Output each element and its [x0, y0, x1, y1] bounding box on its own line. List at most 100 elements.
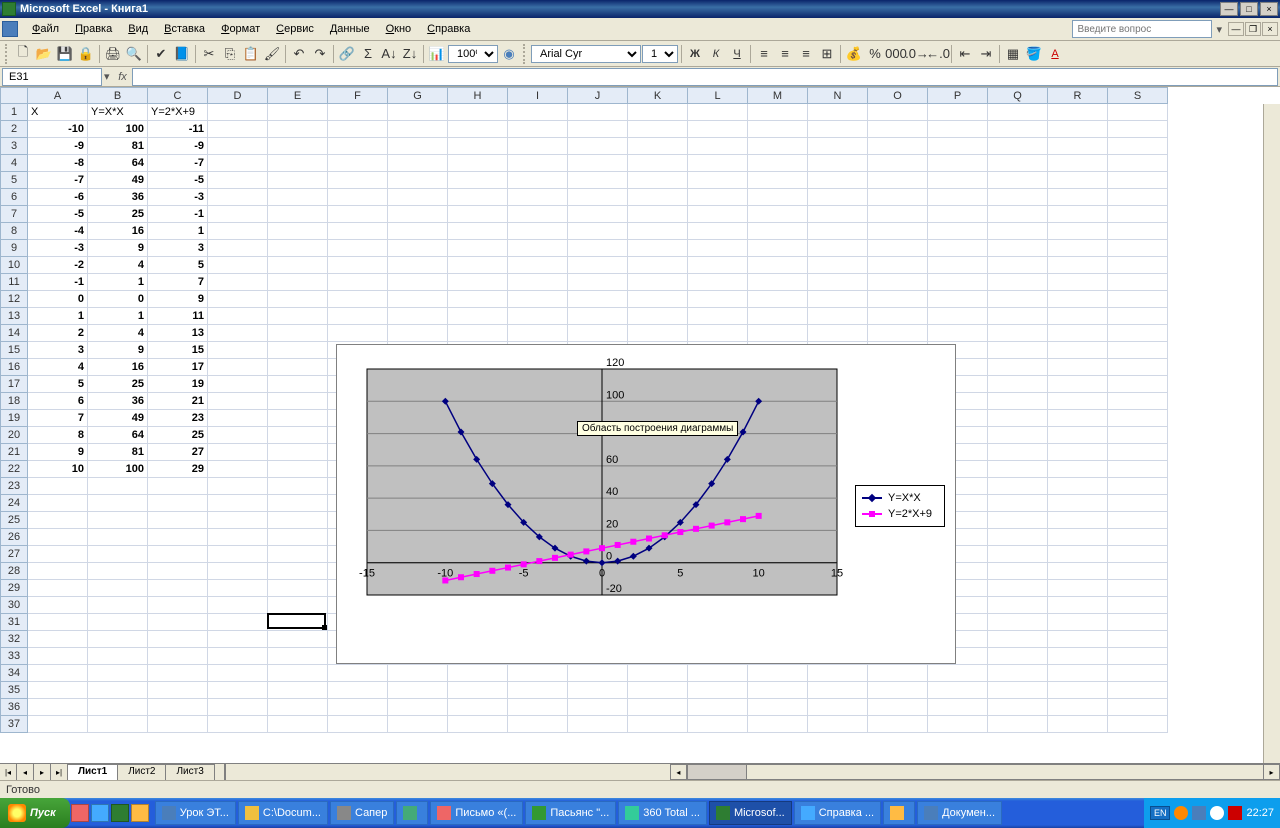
row-header[interactable]: 15	[0, 342, 28, 359]
cell[interactable]: 36	[88, 189, 148, 206]
cell[interactable]: X	[28, 104, 88, 121]
cell[interactable]: 49	[88, 410, 148, 427]
cell[interactable]	[268, 308, 328, 325]
taskbar-item[interactable]: C:\Docum...	[238, 801, 328, 825]
cell[interactable]	[28, 495, 88, 512]
cell[interactable]	[208, 410, 268, 427]
cell[interactable]	[688, 104, 748, 121]
cell[interactable]	[568, 240, 628, 257]
cell[interactable]	[1048, 359, 1108, 376]
cell[interactable]	[988, 359, 1048, 376]
cell[interactable]	[88, 580, 148, 597]
row-header[interactable]: 14	[0, 325, 28, 342]
italic-icon[interactable]: К	[706, 44, 726, 64]
copy-icon[interactable]: ⎘	[220, 44, 240, 64]
percent-icon[interactable]: %	[865, 44, 885, 64]
cell[interactable]	[1108, 512, 1168, 529]
cell[interactable]	[508, 206, 568, 223]
cell[interactable]	[268, 563, 328, 580]
cell[interactable]	[808, 240, 868, 257]
cell[interactable]	[448, 155, 508, 172]
cell[interactable]	[1048, 580, 1108, 597]
cell[interactable]	[1108, 223, 1168, 240]
cell[interactable]	[508, 308, 568, 325]
cell[interactable]: 7	[28, 410, 88, 427]
row-header[interactable]: 36	[0, 699, 28, 716]
row-header[interactable]: 18	[0, 393, 28, 410]
cell[interactable]	[628, 104, 688, 121]
cell[interactable]	[988, 393, 1048, 410]
cell[interactable]	[148, 665, 208, 682]
column-header[interactable]: C	[148, 87, 208, 104]
cell[interactable]	[148, 597, 208, 614]
cell[interactable]: 5	[148, 257, 208, 274]
column-header[interactable]: E	[268, 87, 328, 104]
cell[interactable]	[928, 308, 988, 325]
cell[interactable]	[1108, 172, 1168, 189]
cell[interactable]	[1108, 461, 1168, 478]
cell[interactable]	[988, 563, 1048, 580]
row-header[interactable]: 37	[0, 716, 28, 733]
row-header[interactable]: 17	[0, 376, 28, 393]
cell[interactable]: -3	[148, 189, 208, 206]
cell[interactable]	[748, 308, 808, 325]
cell[interactable]	[388, 172, 448, 189]
row-header[interactable]: 33	[0, 648, 28, 665]
cell[interactable]	[988, 699, 1048, 716]
save-icon[interactable]: 💾	[55, 44, 75, 64]
cell[interactable]	[28, 665, 88, 682]
cell[interactable]	[148, 529, 208, 546]
cell[interactable]	[268, 206, 328, 223]
ask-question-input[interactable]	[1072, 20, 1212, 38]
cell[interactable]: 1	[88, 308, 148, 325]
select-all-corner[interactable]	[0, 87, 28, 104]
cell[interactable]	[388, 325, 448, 342]
cell[interactable]	[688, 308, 748, 325]
cell[interactable]	[1108, 393, 1168, 410]
cell[interactable]	[268, 291, 328, 308]
cell[interactable]	[628, 699, 688, 716]
cell[interactable]	[88, 597, 148, 614]
menu-правка[interactable]: Правка	[67, 21, 120, 37]
bold-icon[interactable]: Ж	[685, 44, 705, 64]
cell[interactable]: 3	[28, 342, 88, 359]
cell[interactable]	[1108, 716, 1168, 733]
menu-справка[interactable]: Справка	[419, 21, 478, 37]
name-box-dropdown[interactable]: ▾	[104, 70, 110, 83]
cell[interactable]	[988, 291, 1048, 308]
cell[interactable]	[688, 155, 748, 172]
row-header[interactable]: 16	[0, 359, 28, 376]
cell[interactable]: 17	[148, 359, 208, 376]
row-header[interactable]: 12	[0, 291, 28, 308]
cell[interactable]	[808, 138, 868, 155]
cell[interactable]	[508, 257, 568, 274]
cell[interactable]	[208, 546, 268, 563]
permission-icon[interactable]: 🔒	[76, 44, 96, 64]
cell[interactable]: 16	[88, 359, 148, 376]
cell[interactable]	[1048, 223, 1108, 240]
cell[interactable]: 19	[148, 376, 208, 393]
cell[interactable]	[208, 495, 268, 512]
cell[interactable]	[448, 274, 508, 291]
cell[interactable]	[208, 376, 268, 393]
cell[interactable]	[988, 376, 1048, 393]
cell[interactable]	[628, 274, 688, 291]
print-icon[interactable]: 🖨	[103, 44, 123, 64]
cell[interactable]	[748, 274, 808, 291]
row-header[interactable]: 32	[0, 631, 28, 648]
cell[interactable]	[688, 699, 748, 716]
cell[interactable]	[208, 478, 268, 495]
cell[interactable]	[1048, 325, 1108, 342]
cell[interactable]: -10	[28, 121, 88, 138]
merge-icon[interactable]: ⊞	[817, 44, 837, 64]
cell[interactable]	[808, 121, 868, 138]
cell[interactable]	[508, 121, 568, 138]
cell[interactable]	[268, 631, 328, 648]
row-header[interactable]: 29	[0, 580, 28, 597]
embedded-chart[interactable]: -20020406080100120-15-10-5051015 Y=X*XY=…	[336, 344, 956, 664]
cell[interactable]	[868, 138, 928, 155]
hscroll-left-icon[interactable]: ◂	[670, 764, 687, 780]
cell[interactable]	[448, 257, 508, 274]
menu-окно[interactable]: Окно	[378, 21, 420, 37]
cell[interactable]	[208, 699, 268, 716]
